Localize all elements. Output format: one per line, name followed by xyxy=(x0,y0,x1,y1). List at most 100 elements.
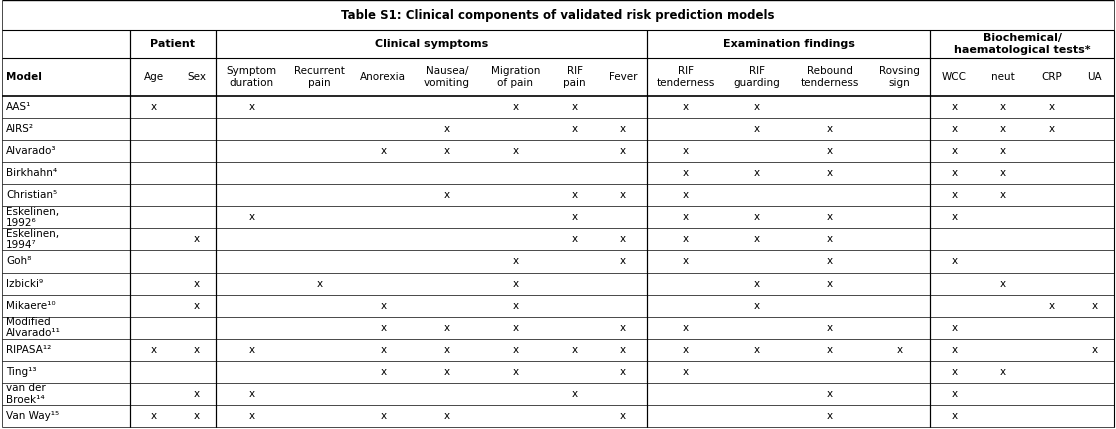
Text: x: x xyxy=(317,278,323,289)
Text: x: x xyxy=(1000,278,1007,289)
Text: x: x xyxy=(512,301,518,311)
Text: x: x xyxy=(754,234,760,245)
Text: x: x xyxy=(571,345,578,355)
Text: x: x xyxy=(1091,345,1098,355)
Text: x: x xyxy=(512,102,518,112)
Text: x: x xyxy=(381,411,386,421)
Text: Symptom
duration: Symptom duration xyxy=(227,66,277,88)
Text: x: x xyxy=(381,301,386,311)
Text: x: x xyxy=(952,345,958,355)
Text: WCC: WCC xyxy=(942,72,968,82)
Text: x: x xyxy=(683,102,689,112)
Text: x: x xyxy=(952,257,958,266)
Text: x: x xyxy=(827,411,833,421)
Text: x: x xyxy=(1048,124,1055,134)
Text: x: x xyxy=(1000,367,1007,377)
Text: Table S1: Clinical components of validated risk prediction models: Table S1: Clinical components of validat… xyxy=(341,9,775,21)
Text: x: x xyxy=(248,345,254,355)
Text: x: x xyxy=(571,212,578,222)
Text: x: x xyxy=(194,278,200,289)
Text: x: x xyxy=(512,278,518,289)
Text: x: x xyxy=(248,389,254,399)
Text: x: x xyxy=(683,257,689,266)
Text: x: x xyxy=(754,168,760,178)
Text: x: x xyxy=(512,345,518,355)
Text: Goh⁸: Goh⁸ xyxy=(6,257,31,266)
Text: x: x xyxy=(194,411,200,421)
Text: x: x xyxy=(754,301,760,311)
Text: x: x xyxy=(754,345,760,355)
Text: x: x xyxy=(952,323,958,333)
Text: x: x xyxy=(827,146,833,156)
Text: x: x xyxy=(1000,124,1007,134)
Text: x: x xyxy=(571,124,578,134)
Text: x: x xyxy=(827,278,833,289)
Text: x: x xyxy=(754,102,760,112)
Text: x: x xyxy=(248,212,254,222)
Text: Migration
of pain: Migration of pain xyxy=(491,66,540,88)
Text: x: x xyxy=(1000,102,1007,112)
Text: Patient: Patient xyxy=(151,39,195,49)
Text: x: x xyxy=(194,345,200,355)
Text: Recurrent
pain: Recurrent pain xyxy=(295,66,345,88)
Text: Biochemical/
haematological tests*: Biochemical/ haematological tests* xyxy=(954,33,1090,55)
Text: x: x xyxy=(827,212,833,222)
Text: x: x xyxy=(151,345,157,355)
Text: x: x xyxy=(952,367,958,377)
Text: x: x xyxy=(683,212,689,222)
Text: Clinical symptoms: Clinical symptoms xyxy=(375,39,489,49)
Text: Eskelinen,
1994⁷: Eskelinen, 1994⁷ xyxy=(6,229,59,250)
Text: x: x xyxy=(620,124,626,134)
Text: RIPASA¹²: RIPASA¹² xyxy=(6,345,51,355)
Text: x: x xyxy=(620,257,626,266)
Text: x: x xyxy=(381,345,386,355)
Text: x: x xyxy=(952,190,958,200)
Text: x: x xyxy=(194,389,200,399)
Text: x: x xyxy=(248,102,254,112)
Text: Van Way¹⁵: Van Way¹⁵ xyxy=(6,411,59,421)
Text: x: x xyxy=(952,212,958,222)
Text: Mikaere¹⁰: Mikaere¹⁰ xyxy=(6,301,56,311)
Text: RIF
tenderness: RIF tenderness xyxy=(656,66,714,88)
Text: x: x xyxy=(683,146,689,156)
Text: x: x xyxy=(1048,102,1055,112)
Text: x: x xyxy=(571,190,578,200)
Text: x: x xyxy=(512,257,518,266)
Text: UA: UA xyxy=(1088,72,1103,82)
Text: x: x xyxy=(381,146,386,156)
Text: Age: Age xyxy=(144,72,164,82)
Text: x: x xyxy=(444,323,450,333)
Text: x: x xyxy=(444,190,450,200)
Text: Fever: Fever xyxy=(609,72,637,82)
Text: x: x xyxy=(827,168,833,178)
Text: x: x xyxy=(827,234,833,245)
Text: x: x xyxy=(620,323,626,333)
Text: Sex: Sex xyxy=(187,72,206,82)
Text: x: x xyxy=(444,146,450,156)
Text: Anorexia: Anorexia xyxy=(360,72,406,82)
Text: x: x xyxy=(952,102,958,112)
Text: x: x xyxy=(444,345,450,355)
Text: x: x xyxy=(620,146,626,156)
Text: Rovsing
sign: Rovsing sign xyxy=(879,66,921,88)
Text: Izbicki⁹: Izbicki⁹ xyxy=(6,278,44,289)
Text: x: x xyxy=(896,345,903,355)
Text: x: x xyxy=(1048,301,1055,311)
Text: Nausea/
vomiting: Nausea/ vomiting xyxy=(424,66,470,88)
Text: Alvarado³: Alvarado³ xyxy=(6,146,57,156)
Text: x: x xyxy=(512,367,518,377)
Text: Modified
Alvarado¹¹: Modified Alvarado¹¹ xyxy=(6,317,61,338)
Text: x: x xyxy=(1000,146,1007,156)
Text: x: x xyxy=(571,102,578,112)
Text: x: x xyxy=(1000,190,1007,200)
Text: x: x xyxy=(571,234,578,245)
Text: x: x xyxy=(683,190,689,200)
Text: x: x xyxy=(620,367,626,377)
Text: x: x xyxy=(952,168,958,178)
Text: x: x xyxy=(571,389,578,399)
Text: x: x xyxy=(444,124,450,134)
Text: x: x xyxy=(248,411,254,421)
Text: van der
Broek¹⁴: van der Broek¹⁴ xyxy=(6,383,46,405)
Text: RIF
pain: RIF pain xyxy=(564,66,586,88)
Text: Model: Model xyxy=(6,72,42,82)
